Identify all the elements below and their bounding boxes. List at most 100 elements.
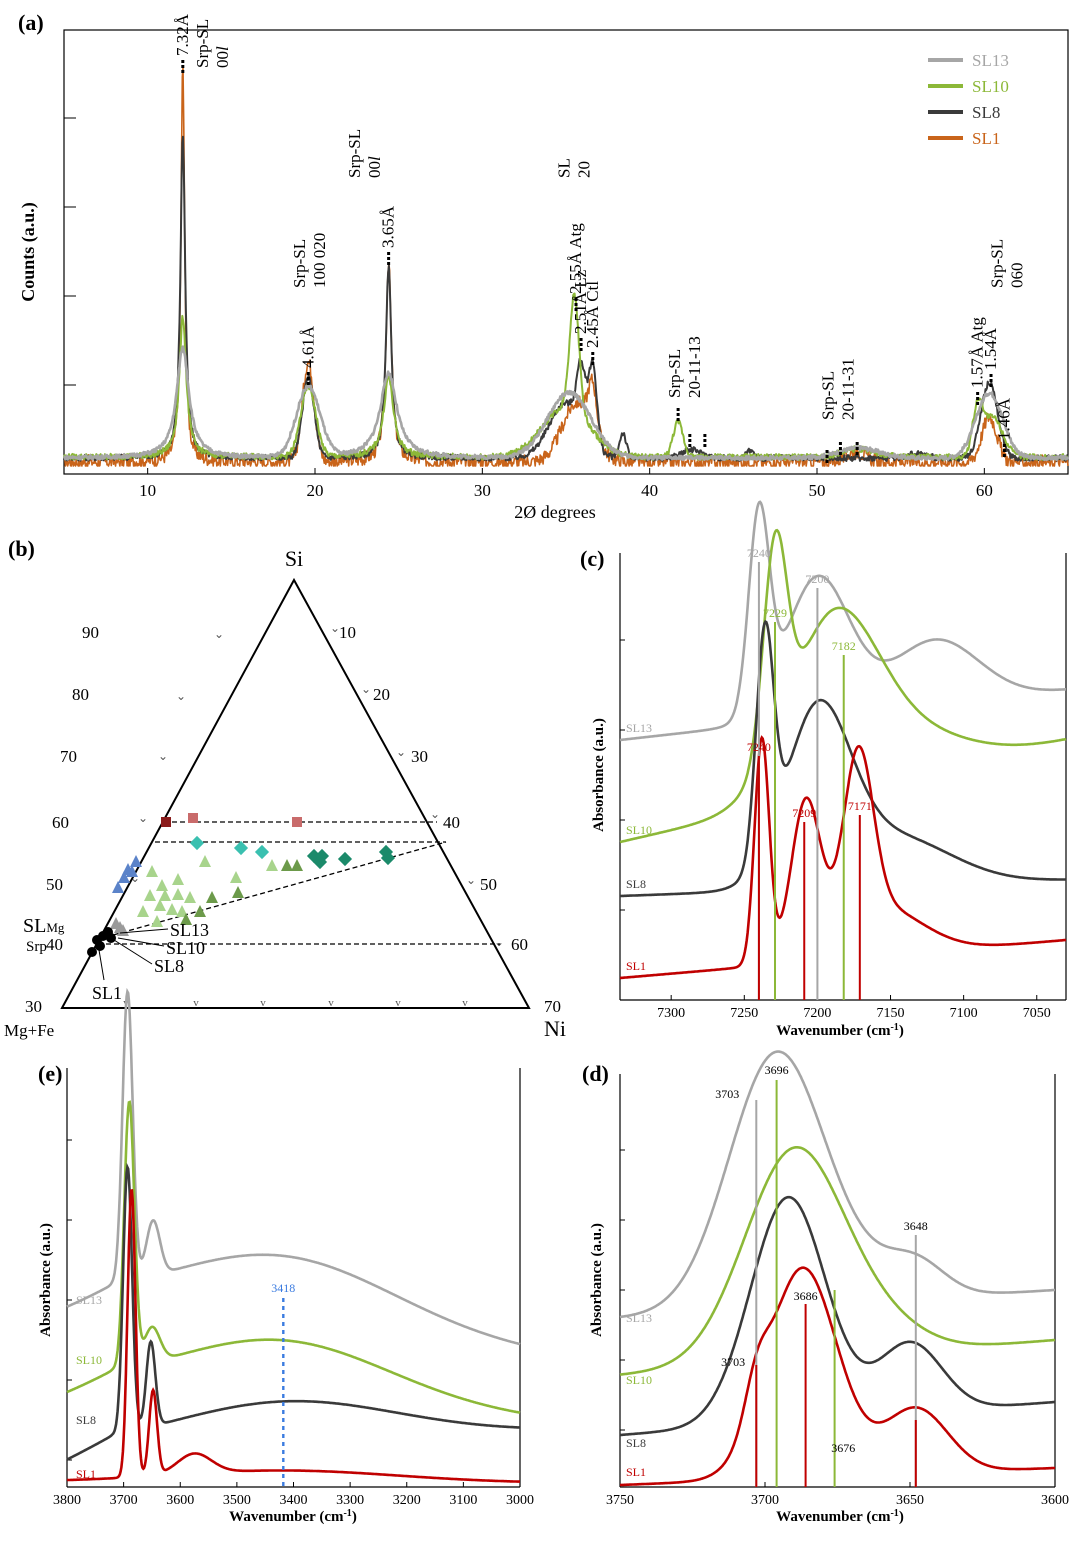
panel-c-nir: (c) 7300 7250 7200 7150 7100 7050 Absorbance … [580,500,1067,1039]
blue-triangle-0 [112,881,124,893]
e-xtick-label-3100: 3100 [449,1493,477,1508]
mir-series-label-SL8: SL8 [76,1413,96,1427]
group-label-1-a: Srp-SL [290,239,309,288]
d-xtick-label-3750: 3750 [606,1493,634,1508]
e-xtick-label-3700: 3700 [110,1493,138,1508]
label-sl1: SL1 [92,983,122,1003]
right-tick-30: 30 [411,747,428,766]
square-point-2 [292,817,302,827]
right-tick-20: 20 [373,685,390,704]
e-xtick-label-3000: 3000 [506,1493,534,1508]
green-triangle-1 [291,859,303,871]
e-xtick-label-3400: 3400 [280,1493,308,1508]
c-xtick-label-7050: 7050 [1023,1006,1051,1021]
lightgreen-triangle-5 [159,889,171,901]
group-label-4-b: 20-11-13 [685,336,704,398]
e-xtick-label-3200: 3200 [393,1493,421,1508]
leader-sl13 [119,928,169,934]
group-label-5-b: 20-11-31 [839,358,858,420]
bottom-tick-4: v [395,997,401,1009]
diamond-point-2 [254,844,270,860]
mir-series-SL8 [66,1162,520,1461]
nir-annot-6: 7171 [848,799,872,813]
right-tick-70: 70 [544,997,561,1016]
panel-d-annotations: 3703 3696 3686 3676 3648 3703 [715,1063,928,1487]
group-label-2-b: 00l [365,156,384,178]
mirz-series-SL8 [619,1195,1056,1437]
left-tick-90: 90 [82,623,99,642]
nir-series-SL10 [619,528,1067,844]
left-tick-70: 70 [60,747,77,766]
nir-annot-4: 7240 [747,740,771,754]
peak-label-10: 1.46Å [994,397,1013,440]
panel-d-curves: SL13 SL10 SL8 SL1 [619,1050,1056,1487]
peak-label-9: 1.54Å [981,327,1000,370]
black-dot-3 [106,933,116,943]
panel-a-xticks: 10 20 30 40 50 60 [139,468,993,500]
left-tick-50: 50 [46,875,63,894]
mir-series-label-SL10: SL10 [76,1353,102,1367]
e-xtick-label-3500: 3500 [223,1493,251,1508]
group-label-5-a: Srp-SL [819,371,838,420]
panel-a-xlabel: 2Ø degrees [514,502,595,522]
lightgreen-triangle-8 [137,905,149,917]
green-triangle-3 [206,891,218,903]
right-tick-50: 50 [480,875,497,894]
square-point-1 [188,813,198,823]
c-xtick-label-7300: 7300 [657,1006,685,1021]
mirz-series-SL10 [619,1146,1056,1376]
nir-series-SL13 [619,500,1066,742]
mirz-series-label-SL10: SL10 [626,1373,652,1387]
label-sl10: SL10 [166,938,205,958]
bottom-tick-2: v [260,997,266,1009]
panel-c-annotations: 7240 7200 7229 7182 7240 7209 7171 [747,546,872,1000]
tick-mark-3: ⌄ [430,807,440,821]
mirz-series-SL13 [619,1050,1055,1319]
panel-b-ternary: (b) Si Mg+Fe Ni 30 40 50 60 70 80 90 10 20 30 40 50… [4,536,566,1041]
panel-b-label: (b) [8,536,35,561]
lightgreen-triangle-4 [144,889,156,901]
group-label-3-a: SL [554,158,573,178]
label-slmg: SLMg [23,915,65,937]
panel-a-legend: SL13 SL10 SL8 SL1 [928,51,1009,148]
xrd-series-SL10 [63,292,1069,461]
xtick-label-60: 60 [976,481,993,500]
group-label-0-b: 00l [213,46,232,68]
panel-d-mir-zoom: (d) 3750 3700 3650 3600 Absorbance (a.u.) W… [582,1050,1069,1525]
label-srp: Srp [26,939,47,955]
mirz-annot-5: 3703 [721,1355,745,1369]
peak-label-2: 3.65Å [379,205,398,248]
xtick-label-50: 50 [809,481,826,500]
tick-mark-5: ⌄ [494,935,504,949]
blue-triangle-3 [130,855,142,867]
group-label-6-a: Srp-SL [988,239,1007,288]
group-label-3-b: 20 [574,161,593,178]
diamond-point-1 [233,840,249,856]
ternary-right-label: Ni [544,1016,566,1041]
nir-series-label-SL10: SL10 [626,823,652,837]
panel-e-curves: SL13 SL10 SL8 SL1 [66,987,521,1483]
xtick-label-40: 40 [641,481,658,500]
lightgreen-triangle-10 [166,903,178,915]
tick-mark-4: ⌄ [466,873,476,887]
right-tick-60: 60 [511,935,528,954]
group-label-6-b: 060 [1008,263,1027,289]
black-dot-5 [87,947,97,957]
right-tick-40: 40 [443,813,460,832]
d-xtick-label-3650: 3650 [896,1493,924,1508]
mirz-annot-1: 3696 [765,1063,789,1077]
e-xtick-label-3300: 3300 [336,1493,364,1508]
panel-c-label: (c) [580,546,604,571]
c-xtick-label-7250: 7250 [730,1006,758,1021]
lightgreen-triangle-12 [151,915,163,927]
group-label-italic-l: l [365,156,384,161]
peak-label-0: 7.32Å [173,13,192,56]
nir-series-label-SL13: SL13 [626,721,652,735]
e-xtick-label-3800: 3800 [53,1493,81,1508]
peak-label-3: 2.55Å Atg [566,223,585,294]
mirz-series-label-SL8: SL8 [626,1436,646,1450]
panel-d-ylabel: Absorbance (a.u.) [589,1223,605,1337]
panel-d-label: (d) [582,1061,609,1086]
ternary-left-label: Mg+Fe [4,1021,54,1040]
peak-label-5: 2.45Å Ctl [583,281,602,348]
